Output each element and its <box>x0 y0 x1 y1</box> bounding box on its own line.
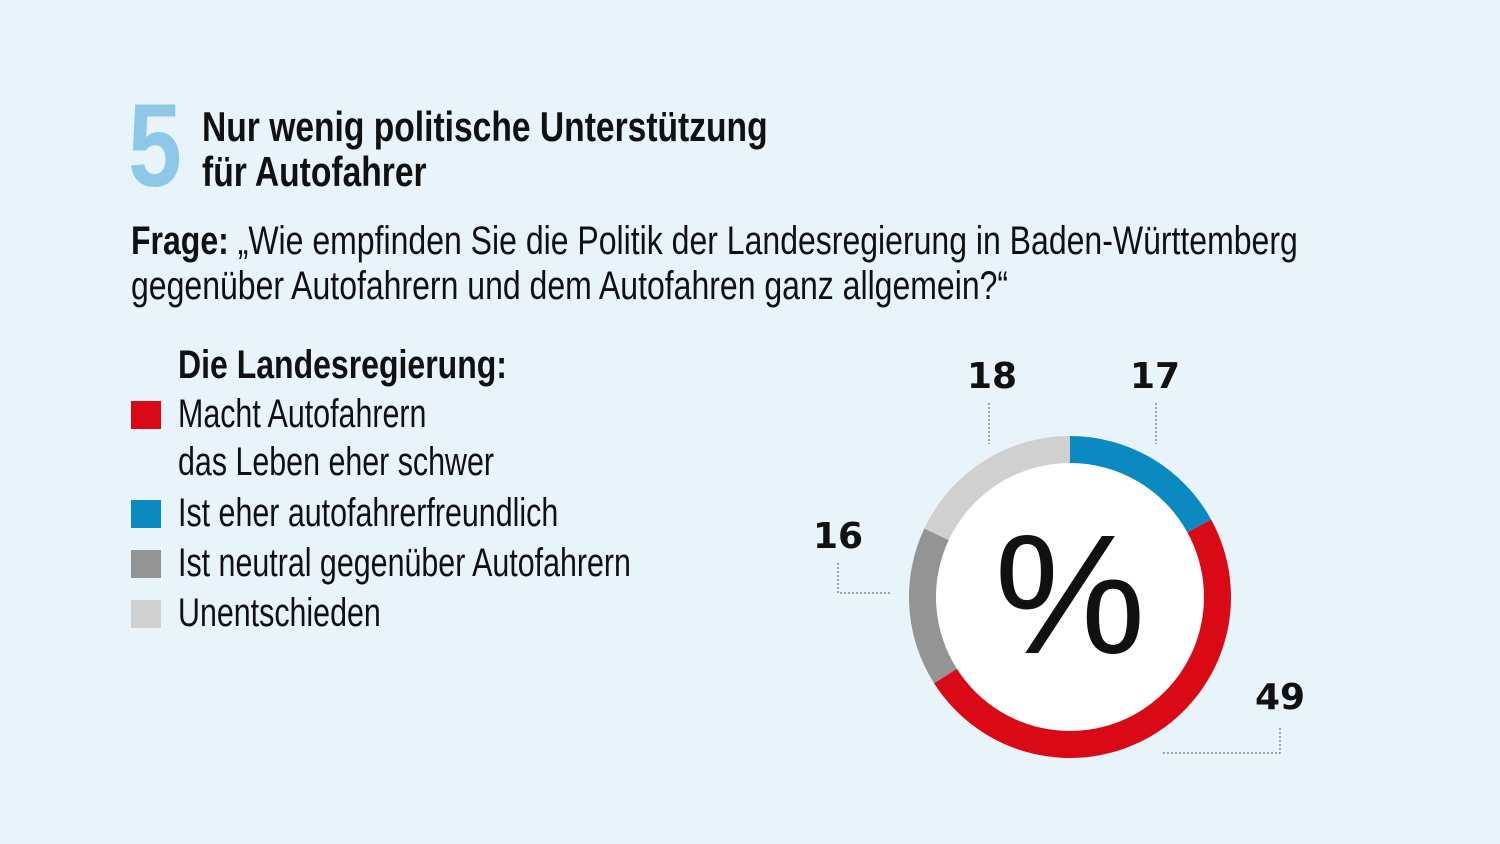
donut-slice <box>924 436 1070 540</box>
question-line2: gegenüber Autofahrern und dem Autofahren… <box>131 264 1009 308</box>
chart-title-line2: für Autofahrer <box>202 148 427 195</box>
data-label: 17 <box>1130 356 1180 397</box>
data-label: 49 <box>1255 677 1305 718</box>
donut-center <box>936 463 1204 731</box>
data-label: 16 <box>813 516 863 557</box>
question-line1: Frage: „Wie empfinden Sie die Politik de… <box>131 219 1298 263</box>
donut-slice <box>934 519 1231 758</box>
percent-symbol: % <box>994 500 1145 690</box>
question-label: Frage: <box>131 219 229 263</box>
leader-line <box>1161 728 1281 754</box>
legend-item-label: Ist eher autofahrerfreundlich <box>178 491 559 535</box>
data-label: 18 <box>967 356 1017 397</box>
legend-item-label: das Leben eher schwer <box>178 440 495 484</box>
legend-item-label: Macht Autofahrern <box>178 392 427 436</box>
legend-swatch-lightgray <box>131 600 161 628</box>
legend-swatch-red <box>131 401 161 429</box>
donut-slice <box>1070 436 1212 533</box>
donut-slice <box>908 528 957 684</box>
chart-number: 5 <box>128 80 182 212</box>
legend-swatch-blue <box>131 500 161 528</box>
legend-item-label: Unentschieden <box>178 591 381 635</box>
chart-title-line1: Nur wenig politische Unterstützung <box>202 103 768 150</box>
legend-swatch-darkgray <box>131 550 161 578</box>
question-text: „Wie empfinden Sie die Politik der Lande… <box>228 219 1298 263</box>
legend-item-label: Ist neutral gegenüber Autofahrern <box>178 541 631 585</box>
legend-heading: Die Landesregierung: <box>178 343 507 387</box>
leader-line <box>837 563 892 594</box>
leader-lines <box>837 403 1281 754</box>
